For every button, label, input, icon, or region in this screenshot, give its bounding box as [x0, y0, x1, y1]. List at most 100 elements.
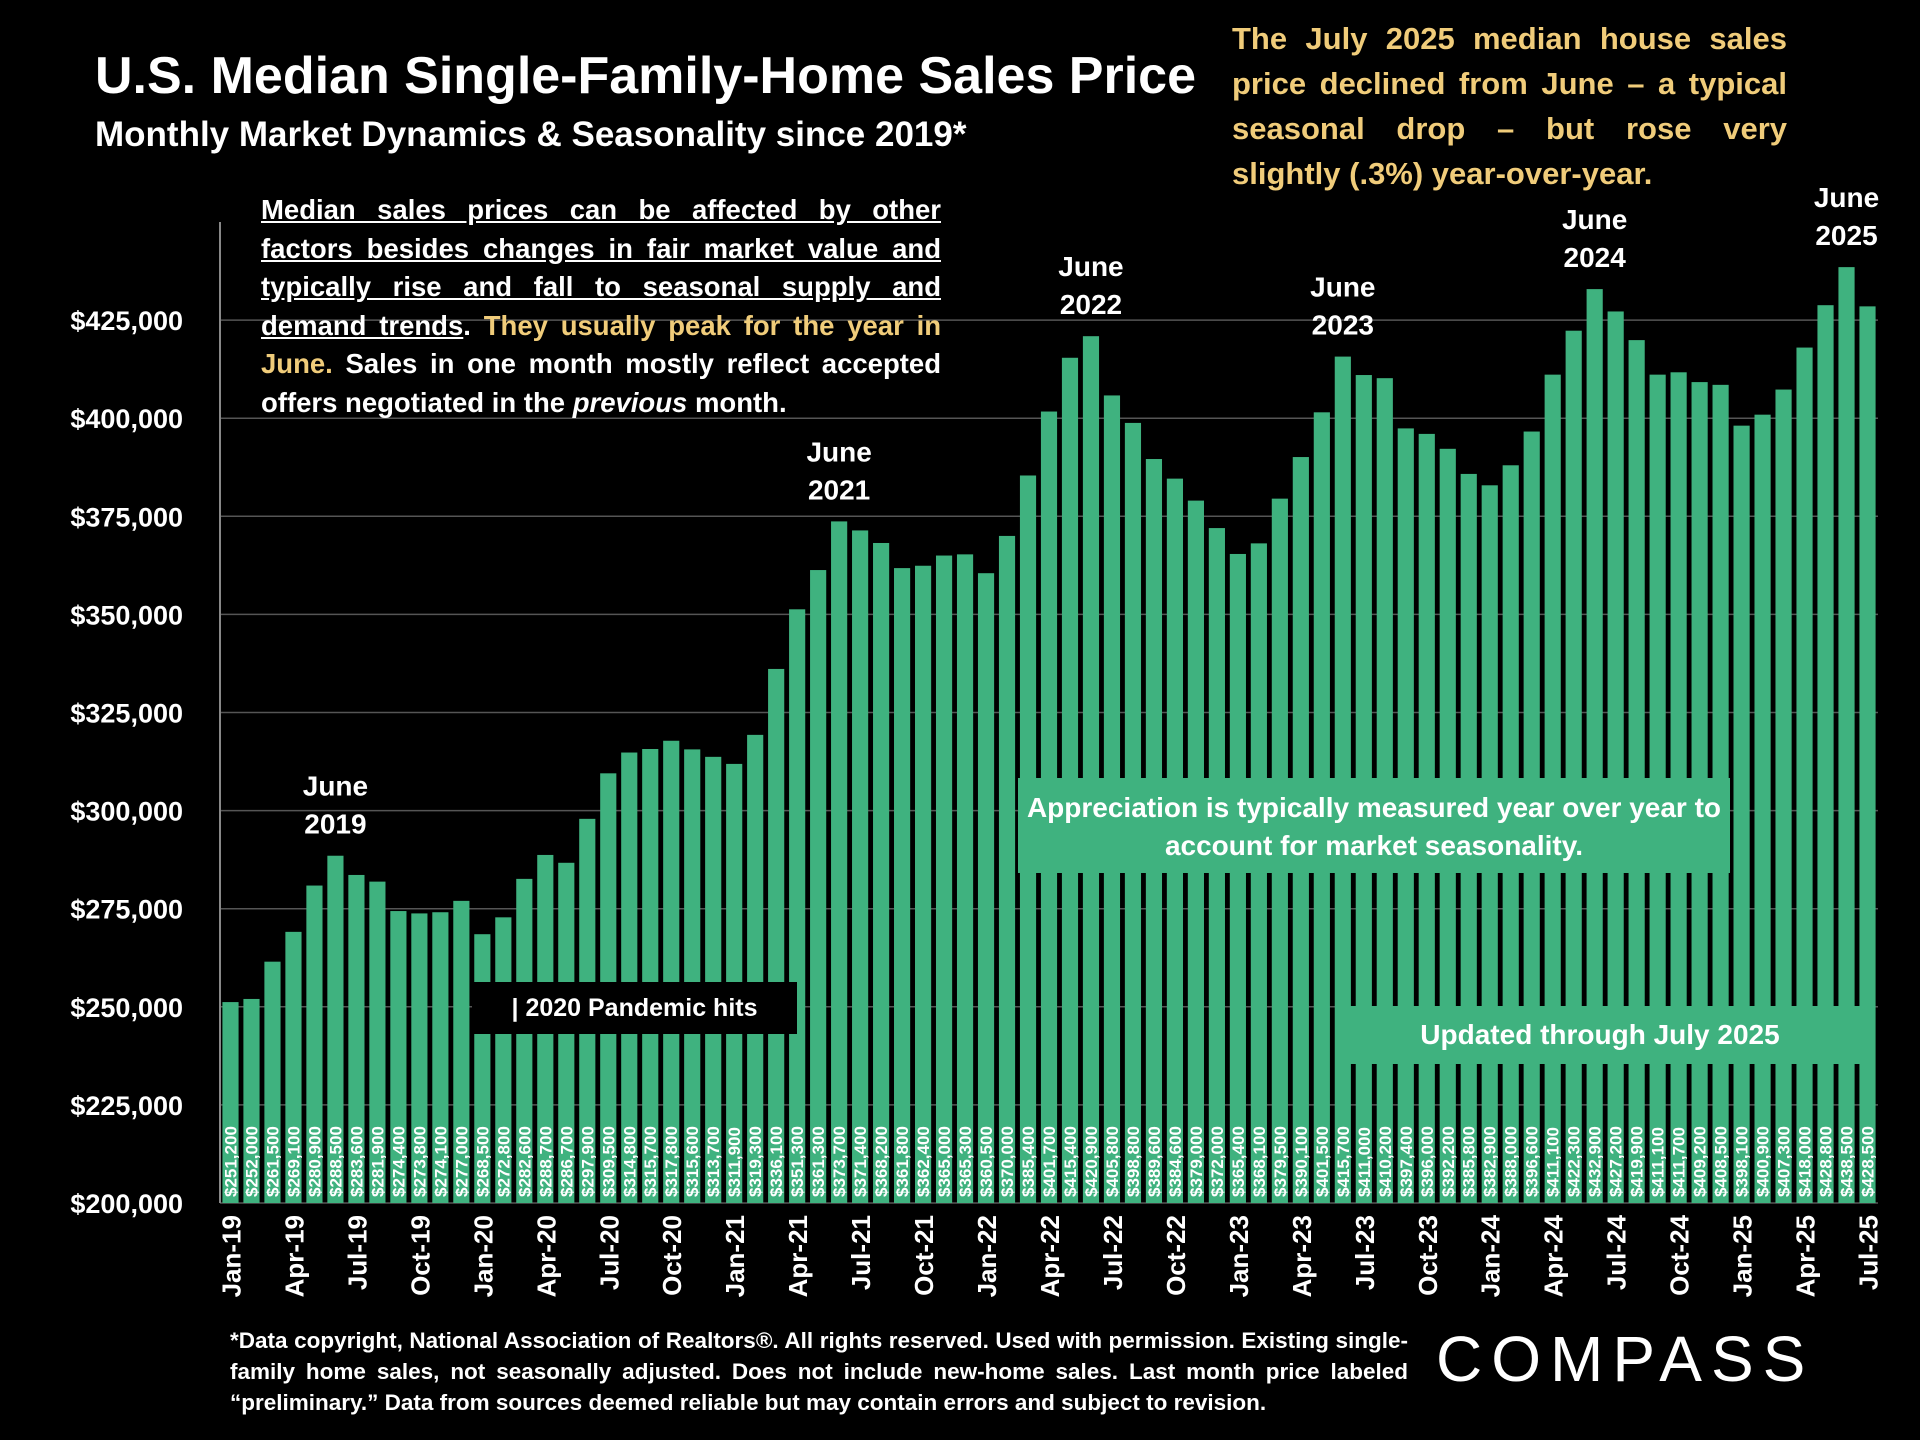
value-label: $390,100	[1292, 1126, 1311, 1197]
value-label: $286,700	[557, 1126, 576, 1197]
value-label: $408,500	[1712, 1126, 1731, 1197]
bar	[852, 530, 869, 1203]
y-tick-label: $300,000	[70, 797, 183, 827]
bar	[977, 573, 995, 1203]
bar	[1565, 330, 1582, 1203]
value-label: $251,200	[221, 1126, 240, 1197]
bar	[516, 878, 533, 1203]
y-tick-label: $325,000	[70, 699, 183, 729]
bar	[1628, 340, 1645, 1203]
y-tick-label: $225,000	[70, 1091, 183, 1121]
seasonality-note-period: .	[463, 309, 471, 341]
value-label: $392,200	[1439, 1126, 1458, 1197]
bar	[306, 885, 323, 1203]
value-label: $411,700	[1670, 1127, 1689, 1197]
seasonality-note-text: Sales in one month mostly reflect accept…	[261, 348, 941, 418]
seasonality-note-italic: previous	[572, 386, 688, 418]
bar	[894, 568, 911, 1203]
x-tick-label: Apr-22	[1035, 1215, 1065, 1297]
value-label: $313,700	[704, 1126, 723, 1197]
value-label: $428,500	[1859, 1126, 1878, 1197]
value-label: $415,400	[1061, 1126, 1080, 1197]
x-tick-label: Apr-20	[531, 1215, 561, 1297]
bar	[789, 609, 806, 1203]
bar	[243, 998, 260, 1203]
value-label: $388,000	[1502, 1126, 1521, 1197]
value-label: $373,700	[830, 1126, 849, 1197]
y-tick-label: $350,000	[70, 600, 183, 630]
bar	[810, 570, 827, 1203]
value-label: $411,000	[1355, 1127, 1374, 1197]
value-label: $261,500	[263, 1126, 282, 1197]
x-tick-label: Jan-23	[1224, 1215, 1254, 1297]
june-annotation: June	[806, 436, 871, 467]
value-label: $432,900	[1586, 1126, 1605, 1197]
june-annotation: June	[1310, 272, 1375, 303]
value-label: $410,200	[1376, 1126, 1395, 1197]
value-label: $411,100	[1649, 1127, 1668, 1197]
bar	[705, 756, 722, 1203]
june-annotation: June	[1562, 204, 1627, 235]
value-label: $370,000	[998, 1126, 1017, 1197]
x-tick-label: Apr-21	[783, 1215, 813, 1297]
bar	[222, 1002, 239, 1203]
june-annotation: 2021	[808, 474, 870, 505]
value-label: $371,400	[851, 1126, 870, 1197]
y-tick-label: $250,000	[70, 993, 183, 1023]
bar	[1229, 553, 1246, 1203]
value-label: $277,000	[452, 1126, 471, 1197]
value-label: $368,200	[872, 1126, 891, 1197]
value-label: $368,100	[1250, 1126, 1269, 1197]
x-tick-label: Jul-25	[1854, 1215, 1884, 1290]
value-label: $317,800	[662, 1126, 681, 1197]
june-annotation: June	[1814, 182, 1879, 213]
value-label: $379,000	[1187, 1126, 1206, 1197]
bar	[1082, 336, 1100, 1204]
bar	[1775, 389, 1792, 1203]
value-label: $415,700	[1334, 1126, 1353, 1197]
x-tick-label: Apr-23	[1287, 1215, 1317, 1297]
bar	[1838, 267, 1855, 1204]
value-label: $420,900	[1082, 1126, 1101, 1197]
value-label: $281,900	[368, 1126, 387, 1197]
value-label: $379,500	[1271, 1126, 1290, 1197]
x-tick-label: Oct-24	[1665, 1214, 1695, 1295]
bar	[1859, 306, 1876, 1204]
value-label: $427,200	[1607, 1126, 1626, 1197]
bar	[873, 542, 890, 1203]
bar	[684, 749, 701, 1203]
value-label: $288,700	[536, 1126, 555, 1197]
value-label: $269,100	[284, 1126, 303, 1197]
value-label: $311,900	[725, 1127, 744, 1197]
value-label: $398,100	[1733, 1126, 1752, 1197]
y-tick-label: $275,000	[70, 895, 183, 925]
bar	[285, 931, 302, 1203]
value-label: $365,400	[1229, 1126, 1248, 1197]
value-label: $397,400	[1397, 1126, 1416, 1197]
value-label: $297,900	[578, 1126, 597, 1197]
value-label: $396,600	[1523, 1126, 1542, 1197]
chart-subtitle: Monthly Market Dynamics & Seasonality si…	[95, 115, 967, 154]
value-label: $282,600	[515, 1126, 534, 1197]
value-label: $401,500	[1313, 1126, 1332, 1197]
value-label: $409,200	[1691, 1126, 1710, 1197]
pandemic-note: | 2020 Pandemic hits	[472, 982, 797, 1034]
x-tick-label: Jan-21	[720, 1215, 750, 1297]
value-label: $405,800	[1103, 1126, 1122, 1197]
bar	[1754, 414, 1771, 1203]
x-tick-label: Jan-20	[468, 1215, 498, 1297]
june-annotation: 2023	[1312, 310, 1374, 341]
x-tick-label: Jul-23	[1350, 1215, 1380, 1290]
x-tick-label: Jan-19	[216, 1215, 246, 1297]
value-label: $288,500	[326, 1126, 345, 1197]
x-tick-label: Oct-23	[1413, 1215, 1443, 1296]
x-tick-label: Jul-21	[846, 1215, 876, 1290]
x-tick-label: Jul-19	[342, 1215, 372, 1290]
bar	[621, 752, 638, 1203]
value-label: $280,900	[305, 1126, 324, 1197]
x-tick-label: Jan-25	[1728, 1215, 1758, 1297]
june-annotation: June	[303, 771, 368, 802]
value-label: $283,600	[347, 1126, 366, 1197]
value-label: $314,800	[620, 1126, 639, 1197]
